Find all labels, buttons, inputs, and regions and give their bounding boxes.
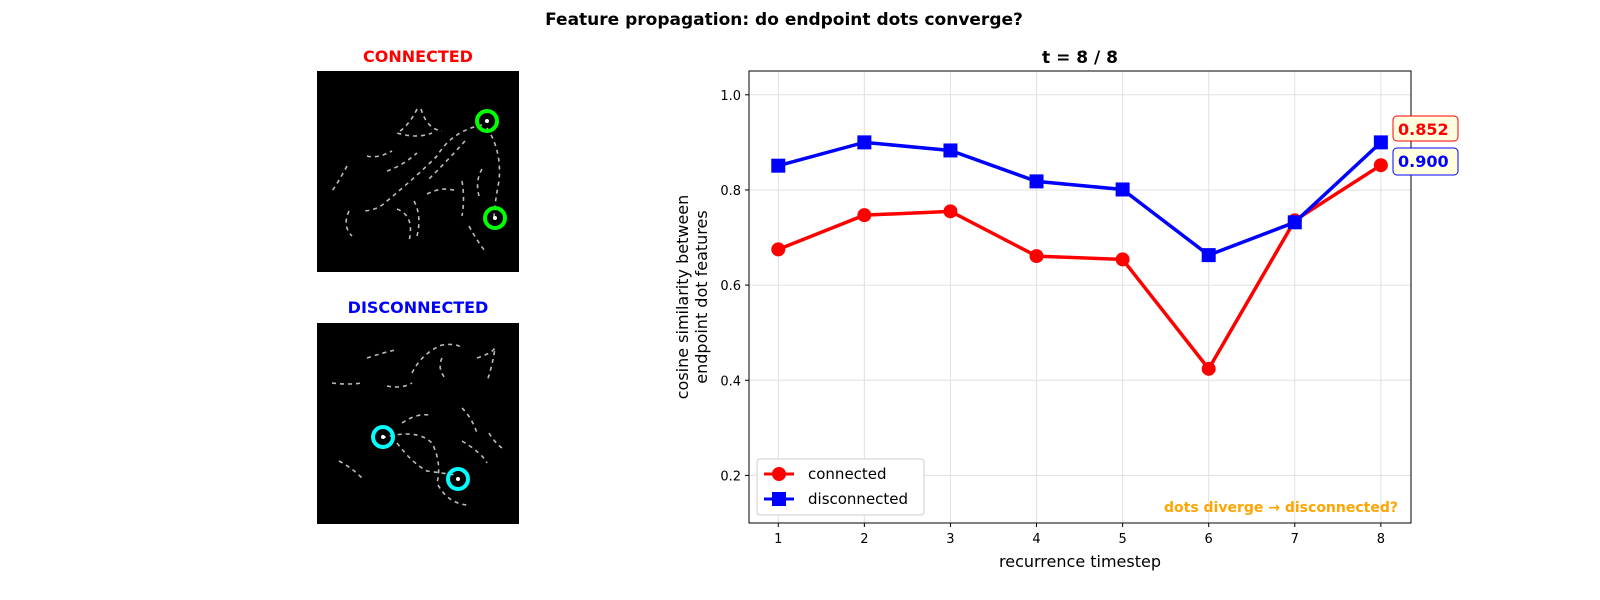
series-line-connected	[777, 163, 1382, 372]
data-point-disconnected	[1201, 248, 1216, 263]
x-tick-label: 2	[860, 532, 868, 547]
legend-disconnected: disconnected	[808, 490, 908, 508]
connected-endpoint-dot	[493, 216, 497, 220]
legend-connected: connected	[808, 465, 887, 483]
disconnected-endpoint-marker	[371, 425, 395, 449]
chart-title: t = 8 / 8	[1042, 48, 1118, 68]
connected-panel-title: CONNECTED	[363, 47, 473, 66]
data-point-connected	[1201, 361, 1216, 376]
disconnected-endpoint-marker	[446, 467, 470, 491]
data-point-disconnected	[1115, 182, 1130, 197]
connected-endpoint-marker	[475, 109, 499, 133]
connected-image	[317, 71, 519, 272]
y-axis-label-line2: endpoint dot features	[692, 210, 711, 383]
x-axis-label: recurrence timestep	[999, 552, 1161, 571]
data-point-connected	[1115, 252, 1130, 267]
x-tick-label: 3	[946, 532, 954, 547]
data-point-disconnected	[1373, 135, 1388, 150]
x-tick-label: 6	[1205, 532, 1213, 547]
end-label-disconnected-text: 0.900	[1398, 152, 1449, 171]
data-point-disconnected	[857, 135, 872, 150]
data-point-connected	[771, 242, 786, 257]
data-point-disconnected	[943, 143, 958, 158]
series-line-disconnected	[777, 140, 1383, 258]
connected-endpoint-marker	[483, 206, 507, 230]
y-axis-label-line1: cosine similarity between	[673, 195, 692, 400]
disconnected-image	[317, 323, 519, 524]
data-point-connected	[1029, 249, 1044, 264]
y-tick-label: 0.2	[720, 469, 741, 484]
legend-box	[756, 458, 925, 516]
data-point-connected	[857, 208, 872, 223]
y-tick-label: 0.8	[720, 184, 741, 199]
figure-title: Feature propagation: do endpoint dots co…	[545, 10, 1023, 30]
data-point-connected	[943, 204, 958, 219]
end-label-disconnected: 0.900	[1392, 147, 1459, 176]
end-label-connected-box	[1392, 115, 1459, 142]
disconnected-endpoint-dot	[456, 477, 460, 481]
legend-circle-marker	[772, 467, 786, 481]
legend: connected disconnected	[756, 458, 925, 516]
end-label-connected: 0.852	[1392, 115, 1459, 142]
y-tick-label: 0.4	[720, 374, 741, 389]
legend-square-marker	[772, 492, 786, 506]
y-tick-label: 0.6	[720, 279, 741, 294]
x-tick-label: 1	[774, 532, 782, 547]
data-point-disconnected	[1029, 174, 1044, 189]
plot-frame	[748, 70, 1412, 524]
data-point-disconnected	[771, 158, 786, 173]
data-point-connected	[1373, 158, 1388, 173]
x-tick-label: 4	[1032, 532, 1040, 547]
end-label-disconnected-box	[1392, 147, 1459, 176]
end-label-connected-text: 0.852	[1398, 120, 1449, 139]
y-tick-label: 1.0	[720, 89, 741, 104]
x-tick-label: 5	[1118, 532, 1126, 547]
x-tick-label: 8	[1377, 532, 1385, 547]
data-point-disconnected	[1287, 215, 1302, 230]
annotation: dots diverge → disconnected?	[1164, 500, 1398, 516]
disconnected-endpoint-dot	[381, 435, 385, 439]
connected-endpoint-dot	[485, 119, 489, 123]
x-tick-label: 7	[1291, 532, 1299, 547]
disconnected-panel-title: DISCONNECTED	[347, 298, 489, 317]
